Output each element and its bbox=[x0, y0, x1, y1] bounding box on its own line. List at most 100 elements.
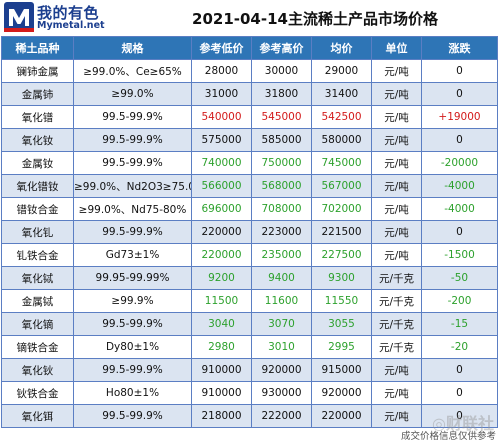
cell-unit: 元/吨 bbox=[371, 197, 422, 221]
cell-avg-price: 745000 bbox=[311, 151, 372, 175]
page-title: 2021-04-14主流稀土产品市场价格 bbox=[192, 10, 438, 28]
cell-spec: 99.5-99.9% bbox=[73, 220, 192, 244]
cell-high-price: 930000 bbox=[251, 381, 312, 405]
cell-low-price: 575000 bbox=[191, 128, 252, 152]
cell-change: -200 bbox=[421, 289, 498, 313]
cell-change: -20 bbox=[421, 335, 498, 359]
cell-low-price: 910000 bbox=[191, 381, 252, 405]
cell-variety: 氧化镨钕 bbox=[1, 174, 74, 198]
cell-spec: 99.5-99.9% bbox=[73, 312, 192, 336]
cell-variety: 氧化镨 bbox=[1, 105, 74, 129]
cell-high-price: 222000 bbox=[251, 404, 312, 428]
cell-change: -50 bbox=[421, 266, 498, 290]
cell-spec: Ho80±1% bbox=[73, 381, 192, 405]
cell-avg-price: 915000 bbox=[311, 358, 372, 382]
cell-avg-price: 567000 bbox=[311, 174, 372, 198]
table-row: 氧化钕 99.5-99.9% 575000 585000 580000 元/吨 0 bbox=[1, 128, 498, 152]
table-row: 金属铽 ≥99.9% 11500 11600 11550 元/千克 -200 bbox=[1, 289, 498, 313]
cell-avg-price: 3055 bbox=[311, 312, 372, 336]
header-low-price: 参考低价 bbox=[191, 36, 252, 60]
cell-low-price: 28000 bbox=[191, 59, 252, 83]
cell-low-price: 220000 bbox=[191, 220, 252, 244]
header-unit: 单位 bbox=[371, 36, 422, 60]
table-row: 氧化镝 99.5-99.9% 3040 3070 3055 元/千克 -15 bbox=[1, 312, 498, 336]
brand-name: 我的有色 bbox=[37, 4, 100, 22]
cell-avg-price: 2995 bbox=[311, 335, 372, 359]
cell-high-price: 708000 bbox=[251, 197, 312, 221]
cell-change: +19000 bbox=[421, 105, 498, 129]
cell-low-price: 9200 bbox=[191, 266, 252, 290]
cell-change: -20000 bbox=[421, 151, 498, 175]
cell-unit: 元/吨 bbox=[371, 105, 422, 129]
disclaimer-note: 成交价格信息仅供参考 bbox=[400, 431, 496, 442]
table-row: 钬铁合金 Ho80±1% 910000 930000 920000 元/吨 0 bbox=[1, 381, 498, 405]
cell-change: -15 bbox=[421, 312, 498, 336]
table-row: 金属钕 99.5-99.9% 740000 750000 745000 元/吨 -20000 bbox=[1, 151, 498, 175]
cell-unit: 元/千克 bbox=[371, 335, 422, 359]
cell-low-price: 740000 bbox=[191, 151, 252, 175]
header-spec: 规格 bbox=[73, 36, 192, 60]
cell-avg-price: 221500 bbox=[311, 220, 372, 244]
cell-high-price: 235000 bbox=[251, 243, 312, 267]
cell-high-price: 545000 bbox=[251, 105, 312, 129]
cell-high-price: 9400 bbox=[251, 266, 312, 290]
table-row: 氧化铒 99.5-99.9% 218000 222000 220000 元/吨 0 bbox=[1, 404, 498, 428]
header-high-price: 参考高价 bbox=[251, 36, 312, 60]
cell-low-price: 218000 bbox=[191, 404, 252, 428]
cell-unit: 元/吨 bbox=[371, 59, 422, 83]
table-row: 氧化钆 99.5-99.9% 220000 223000 221500 元/吨 0 bbox=[1, 220, 498, 244]
cell-variety: 氧化铽 bbox=[1, 266, 74, 290]
cell-unit: 元/吨 bbox=[371, 381, 422, 405]
cell-high-price: 920000 bbox=[251, 358, 312, 382]
table-row: 氧化镨钕≥99.0%、Nd2O3≥75.0%566000568000567000… bbox=[1, 174, 498, 198]
cell-avg-price: 11550 bbox=[311, 289, 372, 313]
cell-variety: 氧化镝 bbox=[1, 312, 74, 336]
cell-variety: 镧铈金属 bbox=[1, 59, 74, 83]
cell-variety: 氧化钬 bbox=[1, 358, 74, 382]
cell-spec: 99.95-99.99% bbox=[73, 266, 192, 290]
cell-high-price: 3010 bbox=[251, 335, 312, 359]
cell-high-price: 223000 bbox=[251, 220, 312, 244]
cell-avg-price: 29000 bbox=[311, 59, 372, 83]
brand-site: Mymetal.net bbox=[37, 20, 105, 31]
table-row: 氧化镨 99.5-99.9% 540000 545000 542500 元/吨 +19000 bbox=[1, 105, 498, 129]
cell-avg-price: 542500 bbox=[311, 105, 372, 129]
cell-spec: ≥99.0%、Nd2O3≥75.0% bbox=[73, 174, 192, 198]
cell-avg-price: 227500 bbox=[311, 243, 372, 267]
table-row: 钆铁合金 Gd73±1% 220000 235000 227500 元/吨 -1500 bbox=[1, 243, 498, 267]
cell-low-price: 696000 bbox=[191, 197, 252, 221]
cell-spec: 99.5-99.9% bbox=[73, 404, 192, 428]
cell-avg-price: 31400 bbox=[311, 82, 372, 106]
cell-avg-price: 9300 bbox=[311, 266, 372, 290]
cell-change: 0 bbox=[421, 381, 498, 405]
cell-low-price: 220000 bbox=[191, 243, 252, 267]
cell-low-price: 540000 bbox=[191, 105, 252, 129]
watermark: ◎财联社 bbox=[432, 414, 494, 433]
cell-unit: 元/吨 bbox=[371, 151, 422, 175]
cell-change: 0 bbox=[421, 220, 498, 244]
header-avg-price: 均价 bbox=[311, 36, 372, 60]
cell-high-price: 3070 bbox=[251, 312, 312, 336]
cell-spec: ≥99.0%、Ce≥65% bbox=[73, 59, 192, 83]
cell-high-price: 31800 bbox=[251, 82, 312, 106]
cell-change: -1500 bbox=[421, 243, 498, 267]
cell-low-price: 910000 bbox=[191, 358, 252, 382]
cell-low-price: 31000 bbox=[191, 82, 252, 106]
table-header-row: 稀土品种 规格 参考低价 参考高价 均价 单位 涨跌 bbox=[1, 36, 498, 60]
cell-spec: ≥99.0% bbox=[73, 82, 192, 106]
cell-variety: 金属钕 bbox=[1, 151, 74, 175]
cell-high-price: 568000 bbox=[251, 174, 312, 198]
cell-change: 0 bbox=[421, 59, 498, 83]
cell-low-price: 2980 bbox=[191, 335, 252, 359]
cell-variety: 氧化钆 bbox=[1, 220, 74, 244]
cell-avg-price: 920000 bbox=[311, 381, 372, 405]
brand-logo[interactable]: 我的有色 Mymetal.net bbox=[4, 2, 136, 34]
cell-high-price: 585000 bbox=[251, 128, 312, 152]
cell-variety: 氧化铒 bbox=[1, 404, 74, 428]
cell-spec: ≥99.0%、Nd75-80% bbox=[73, 197, 192, 221]
cell-high-price: 750000 bbox=[251, 151, 312, 175]
cell-variety: 钬铁合金 bbox=[1, 381, 74, 405]
table-row: 镧铈金属 ≥99.0%、Ce≥65% 28000 30000 29000 元/吨 0 bbox=[1, 59, 498, 83]
cell-high-price: 11600 bbox=[251, 289, 312, 313]
cell-unit: 元/千克 bbox=[371, 312, 422, 336]
